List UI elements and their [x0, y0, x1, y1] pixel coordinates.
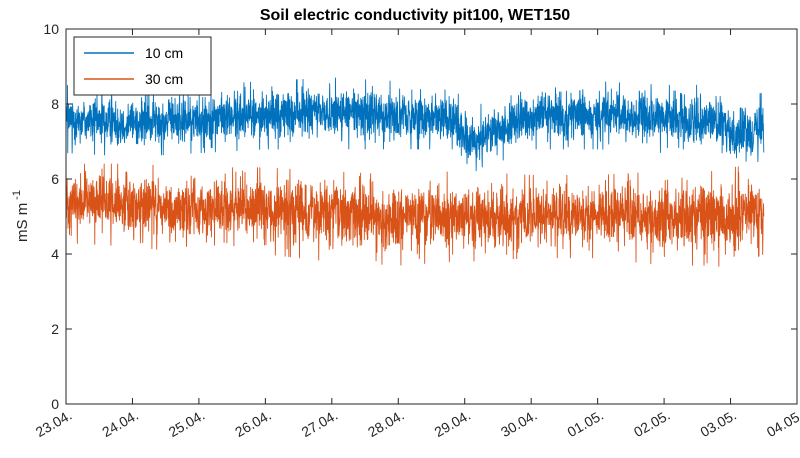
- x-tick-label: 03.05.: [697, 407, 739, 440]
- data-layer: [65, 77, 765, 267]
- y-tick-label: 10: [43, 21, 59, 37]
- y-tick-label: 8: [51, 96, 59, 112]
- x-tick-label: 29.04.: [432, 407, 474, 440]
- x-tick-label: 25.04.: [166, 407, 208, 440]
- x-tick-label: 27.04.: [299, 407, 341, 440]
- legend: 10 cm 30 cm: [73, 36, 212, 96]
- legend-label-30cm: 30 cm: [145, 71, 183, 87]
- y-axis: 0 2 4 6 8 10: [43, 21, 797, 412]
- y-tick-label: 6: [51, 171, 59, 187]
- x-tick-label: 28.04.: [365, 407, 407, 440]
- y-axis-label: mS m -1: [11, 190, 31, 242]
- y-axis-label-exponent: -1: [11, 190, 23, 200]
- series-line-10cm: [65, 77, 765, 172]
- chart-title: Soil electric conductivity pit100, WET15…: [260, 7, 570, 24]
- x-tick-label: 02.05.: [631, 407, 673, 440]
- y-tick-label: 2: [51, 321, 59, 337]
- y-axis-label-unit: mS m: [14, 203, 31, 242]
- x-tick-label: 30.04.: [498, 407, 540, 440]
- legend-label-10cm: 10 cm: [145, 45, 183, 61]
- series-line-30cm: [65, 163, 765, 267]
- y-tick-label: 0: [51, 396, 59, 412]
- plot-frame: [65, 28, 798, 405]
- y-tick-label: 4: [51, 246, 59, 262]
- x-tick-label: 26.04.: [232, 407, 274, 440]
- legend-box: [73, 36, 212, 96]
- x-tick-label: 01.05.: [564, 407, 606, 440]
- x-tick-label: 24.04.: [99, 407, 141, 440]
- x-tick-label: 04.05.: [764, 407, 800, 440]
